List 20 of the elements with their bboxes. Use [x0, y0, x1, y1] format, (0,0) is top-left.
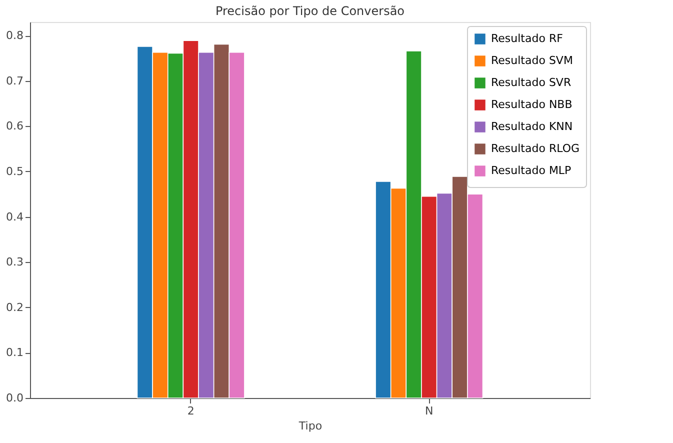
- y-tick-label: 0.0: [6, 392, 24, 404]
- y-tick-label: 0.2: [6, 300, 24, 314]
- legend-label: Resultado RF: [491, 32, 563, 45]
- y-tick-label: 0.3: [6, 256, 24, 269]
- legend-label: Resultado NBB: [491, 98, 572, 111]
- legend-label: Resultado SVR: [491, 76, 572, 89]
- legend-label: Resultado MLP: [491, 164, 572, 177]
- x-axis-title: Tipo: [298, 420, 322, 432]
- y-tick-label: 0.6: [6, 120, 24, 133]
- legend-label: Resultado SVM: [491, 54, 573, 67]
- x-tick-label: N: [425, 404, 434, 418]
- chart-title: Precisão por Tipo de Conversão: [215, 4, 405, 18]
- legend-label: Resultado RLOG: [491, 142, 580, 155]
- y-tick-label: 0.1: [6, 346, 24, 360]
- y-tick-label: 0.7: [6, 74, 24, 88]
- y-tick-label: 0.4: [6, 210, 24, 224]
- y-tick-label: 0.5: [6, 164, 24, 178]
- legend-label: Resultado KNN: [491, 120, 573, 133]
- x-tick-label: 2: [187, 404, 194, 418]
- y-tick-label: 0.8: [6, 29, 24, 42]
